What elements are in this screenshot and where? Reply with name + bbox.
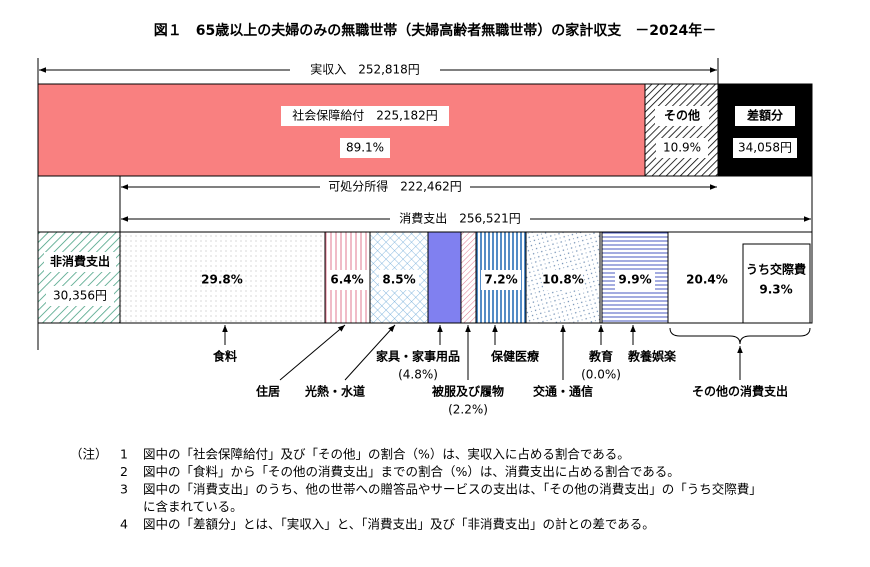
category-label: 教育 xyxy=(588,349,613,364)
category-percent: (2.2%) xyxy=(448,403,488,417)
title: 図１ 65歳以上の夫婦のみの無職世帯（夫婦高齢者無職世帯）の家計収支 －2024… xyxy=(154,22,716,39)
label-bg xyxy=(481,270,521,290)
label-bg xyxy=(656,138,708,158)
label-bg xyxy=(46,286,114,306)
label-bg xyxy=(290,62,440,78)
note-number: 2 xyxy=(120,464,128,479)
category-label: 住居 xyxy=(256,384,280,399)
label-bg xyxy=(615,270,655,290)
label-bg xyxy=(44,252,116,272)
label-bg xyxy=(281,106,449,126)
arrow xyxy=(279,324,346,381)
segment-label: 社会保障給付 225,182円 xyxy=(292,108,438,123)
segment-percent: 20.4% xyxy=(686,273,728,287)
label-bg xyxy=(340,138,390,158)
category-label: 家具・家事用品 xyxy=(376,349,460,364)
furniture-segment xyxy=(427,231,462,324)
note-text: 図中の「差額分」とは、「実収入」と、「消費支出」及び「非消費支出」の計との差であ… xyxy=(143,517,655,532)
note-text: に含まれている。 xyxy=(143,499,243,514)
bottom-bar xyxy=(37,231,813,324)
segment-percent: 9.9% xyxy=(618,273,651,287)
note-number: 4 xyxy=(120,517,128,532)
segment-label: 差額分 xyxy=(746,108,783,123)
category-label: 教養娯楽 xyxy=(627,349,677,364)
category-label: その他の消費支出 xyxy=(692,384,788,399)
consumption-label: 消費支出 256,521円 xyxy=(399,211,521,226)
non-consumption-segment xyxy=(37,231,121,324)
other-income-segment xyxy=(644,83,719,177)
category-label: 光熱・水道 xyxy=(304,384,365,399)
note-text: 図中の「消費支出」のうち、他の世帯への贈答品やサービスの支出は、「その他の消費支… xyxy=(143,482,762,497)
label-bg xyxy=(379,270,419,290)
brace xyxy=(669,327,811,345)
sub-percent: 9.3% xyxy=(759,283,792,297)
income-label: 実収入 252,818円 xyxy=(310,62,420,77)
segment-label: その他 xyxy=(664,108,700,123)
segment-percent: 10.8% xyxy=(542,273,584,287)
label-bg xyxy=(735,106,795,126)
arrow xyxy=(344,324,396,381)
segment-amount: 30,356円 xyxy=(53,289,107,303)
segment-percent: 10.9% xyxy=(663,141,701,155)
label-bg xyxy=(543,270,583,290)
segment-label: 非消費支出 xyxy=(50,254,110,269)
segment-percent: 6.4% xyxy=(330,273,363,287)
segment-amount: 34,058円 xyxy=(738,141,792,155)
segment-percent: 8.5% xyxy=(382,273,415,287)
note-text: 図中の「社会保障給付」及び「その他」の割合（%）は、実収入に占める割合である。 xyxy=(143,447,630,462)
category-percent: (4.8%) xyxy=(398,368,438,382)
category-label: 交通・通信 xyxy=(533,384,593,399)
entertainment-box xyxy=(742,243,811,324)
category-percent: (0.0%) xyxy=(581,368,621,382)
deficit-segment xyxy=(717,83,813,177)
food-segment xyxy=(119,231,326,324)
note-number: 1 xyxy=(120,447,128,462)
segment-percent: 89.1% xyxy=(346,141,384,155)
label-bg xyxy=(390,211,530,227)
category-label: 食料 xyxy=(212,349,237,364)
social-security-segment xyxy=(37,83,646,177)
category-label: 保健医療 xyxy=(490,349,539,364)
category-label: 被服及び履物 xyxy=(432,384,504,399)
label-bg xyxy=(320,179,470,195)
clothing-segment xyxy=(460,231,477,324)
notes-label: （注） xyxy=(70,447,108,462)
label-bg xyxy=(655,106,709,126)
note-number: 3 xyxy=(120,482,128,497)
segment-percent: 7.2% xyxy=(484,273,517,287)
sub-label: うち交際費 xyxy=(746,262,806,277)
note-text: 図中の「食料」から「その他の消費支出」までの割合（%）は、消費支出に占める割合で… xyxy=(143,464,680,479)
label-bg xyxy=(327,270,367,290)
segment-percent: 29.8% xyxy=(201,273,243,287)
disposable-label: 可処分所得 222,462円 xyxy=(328,179,462,194)
label-bg xyxy=(733,138,797,158)
